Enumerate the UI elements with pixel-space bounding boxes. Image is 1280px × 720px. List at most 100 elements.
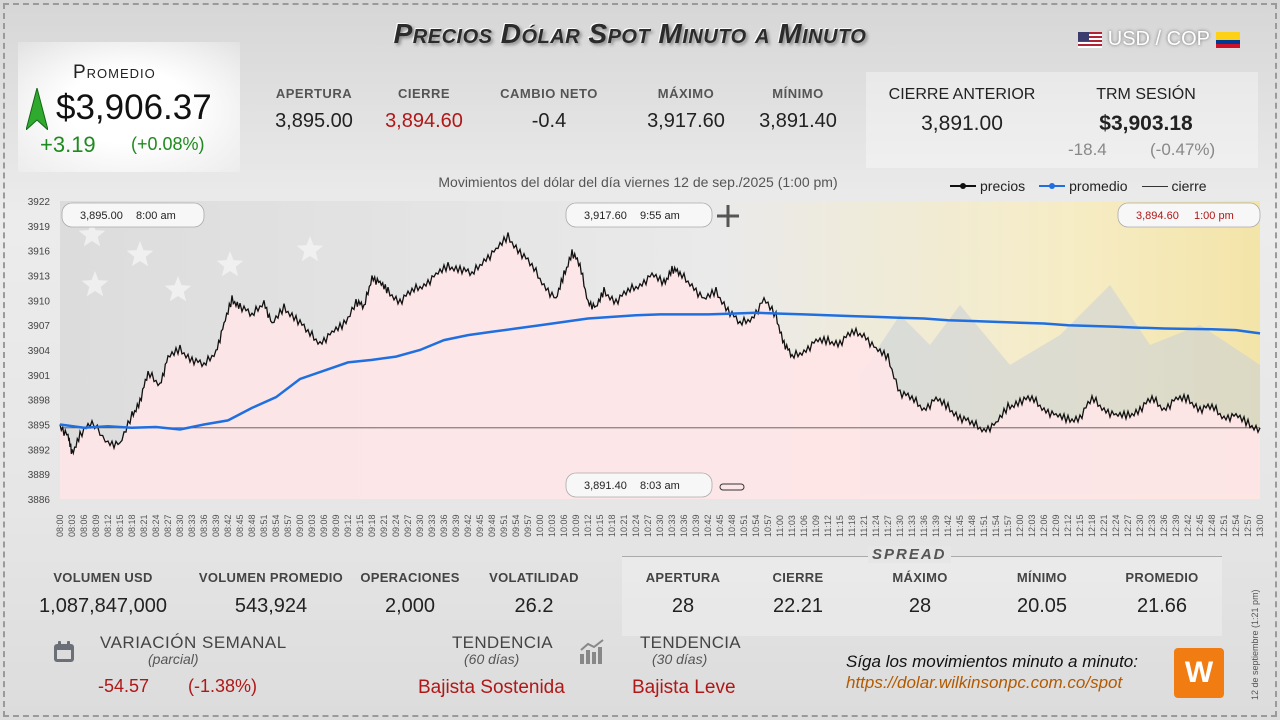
legend-cierre: cierre <box>1141 178 1207 194</box>
x-tick-label: 11:03 <box>787 515 797 537</box>
x-tick-label: 11:24 <box>871 515 881 537</box>
decorative-star-icon <box>296 236 324 262</box>
legend-cierre-label: cierre <box>1171 178 1207 194</box>
callout-minimo-value: 3,891.40 <box>584 480 627 492</box>
x-tick-label: 11:00 <box>775 515 785 537</box>
spread-promedio-value: 21.66 <box>1136 595 1188 617</box>
x-tick-label: 11:51 <box>979 515 989 537</box>
x-tick-label: 09:21 <box>379 514 389 537</box>
scroll-handle-icon <box>719 483 745 491</box>
spread-maximo: MÁXIMO 28 <box>880 570 960 618</box>
y-tick-label: 3895 <box>28 421 51 432</box>
x-tick-label: 08:15 <box>115 514 125 537</box>
x-tick-label: 10:15 <box>595 514 605 537</box>
spread-promedio-label: PROMEDIO <box>1125 570 1199 585</box>
y-tick-label: 3907 <box>28 321 51 332</box>
x-tick-label: 10:09 <box>571 514 581 537</box>
x-tick-label: 12:18 <box>1087 514 1097 537</box>
series-precios-line <box>59 232 1261 456</box>
x-tick-label: 11:33 <box>907 515 917 537</box>
x-tick-label: 10:06 <box>559 514 569 537</box>
stat-value: 3,891.40 <box>759 110 837 132</box>
x-tick-label: 10:54 <box>751 514 761 537</box>
x-tick-label: 12:51 <box>1219 514 1229 537</box>
x-tick-label: 10:27 <box>643 514 653 537</box>
callout-minimo-box <box>565 472 713 498</box>
x-tick-label: 11:15 <box>835 515 845 537</box>
stat-label: MÁXIMO <box>657 86 715 101</box>
x-tick-label: 08:57 <box>283 514 293 537</box>
x-tick-label: 09:09 <box>331 514 341 537</box>
volatilidad-label: VOLATILIDAD <box>489 570 579 585</box>
callout-cierre-time: 1:00 pm <box>1194 210 1234 222</box>
chart-caption: Movimientos del dólar del día viernes 12… <box>438 174 838 190</box>
volumen-usd-label: VOLUMEN USD <box>53 570 153 585</box>
wilkinson-logo[interactable]: W <box>1174 648 1224 698</box>
x-tick-label: 08:00 <box>55 514 65 537</box>
x-tick-label: 08:09 <box>91 514 101 537</box>
currency-pair: USD / COP <box>1077 28 1240 51</box>
calendar-icon <box>54 641 74 662</box>
x-tick-label: 11:48 <box>967 515 977 537</box>
x-tick-label: 10:48 <box>727 514 737 537</box>
x-tick-label: 11:54 <box>991 515 1001 537</box>
x-tick-label: 08:24 <box>151 514 161 537</box>
stat-value: 3,917.60 <box>647 110 725 132</box>
x-tick-label: 09:45 <box>475 514 485 537</box>
stat-maximo: MÁXIMO 3,917.60 <box>642 86 730 133</box>
y-tick-label: 3889 <box>28 470 51 481</box>
x-tick-label: 09:24 <box>391 514 401 537</box>
decorative-star-icon <box>164 276 192 302</box>
x-tick-label: 11:42 <box>943 515 953 537</box>
x-tick-label: 10:00 <box>535 514 545 537</box>
decorative-star-icon <box>78 221 106 247</box>
x-tick-label: 11:39 <box>931 515 941 537</box>
trm-change: -18.4 <box>1068 140 1107 159</box>
x-tick-label: 11:45 <box>955 515 965 537</box>
y-tick-label: 3922 <box>28 197 51 208</box>
operaciones-label: OPERACIONES <box>360 570 460 585</box>
price-area-fill <box>60 237 1260 499</box>
stat-label: APERTURA <box>275 86 353 101</box>
x-tick-label: 09:57 <box>523 514 533 537</box>
spread-maximo-label: MÁXIMO <box>892 570 948 585</box>
promedio-change: +3.19 <box>40 132 96 157</box>
x-tick-label: 10:36 <box>679 514 689 537</box>
stat-minimo: MÍNIMO 3,891.40 <box>752 86 844 133</box>
x-tick-label: 12:45 <box>1195 514 1205 537</box>
volumen-promedio-value: 543,924 <box>234 595 308 617</box>
y-tick-label: 3916 <box>28 247 51 258</box>
x-tick-label: 10:45 <box>715 514 725 537</box>
trm-value: $3,903.18 <box>1099 112 1193 135</box>
trm-label: TRM SESIÓN <box>1096 86 1196 103</box>
legend-cierre-swatch <box>1141 185 1168 187</box>
x-tick-label: 08:54 <box>271 514 281 537</box>
x-tick-label: 10:33 <box>667 514 677 537</box>
spread-minimo-label: MÍNIMO <box>1016 570 1068 585</box>
bar-chart-icon <box>580 639 604 664</box>
tendencia30-value: Bajista Leve <box>632 677 736 698</box>
x-tick-label: 10:12 <box>583 514 593 537</box>
follow-text: Síga los movimientos minuto a minuto: <box>846 652 1138 671</box>
x-tick-label: 13:00 <box>1255 514 1265 537</box>
x-tick-label: 11:09 <box>811 515 821 537</box>
x-tick-label: 08:30 <box>175 514 185 537</box>
colombia-flag-icon <box>1216 31 1240 48</box>
tendencia30-label: TENDENCIA <box>640 633 741 652</box>
x-tick-label: 12:30 <box>1135 514 1145 537</box>
x-tick-label: 12:06 <box>1039 514 1049 537</box>
x-tick-label: 10:30 <box>655 514 665 537</box>
x-tick-label: 08:45 <box>235 514 245 537</box>
legend-promedio: promedio <box>1039 178 1128 194</box>
x-tick-label: 08:36 <box>199 514 209 537</box>
cierre-anterior-value: 3,891.00 <box>921 112 1003 135</box>
decorative-star-icon <box>216 251 244 277</box>
x-tick-label: 10:18 <box>607 514 617 537</box>
legend-precios: precios <box>950 178 1025 194</box>
x-tick-label: 09:39 <box>451 514 461 537</box>
follow-link[interactable]: https://dolar.wilkinsonpc.com.co/spot <box>846 673 1123 692</box>
price-chart[interactable]: 3922 3919 3916 3913 3910 3907 3904 3901 3898 3895… <box>0 195 1276 545</box>
spread-minimo: MÍNIMO 20.05 <box>1004 570 1080 618</box>
x-tick-label: 09:03 <box>307 514 317 537</box>
promedio-value: $3,906.37 <box>56 88 212 127</box>
